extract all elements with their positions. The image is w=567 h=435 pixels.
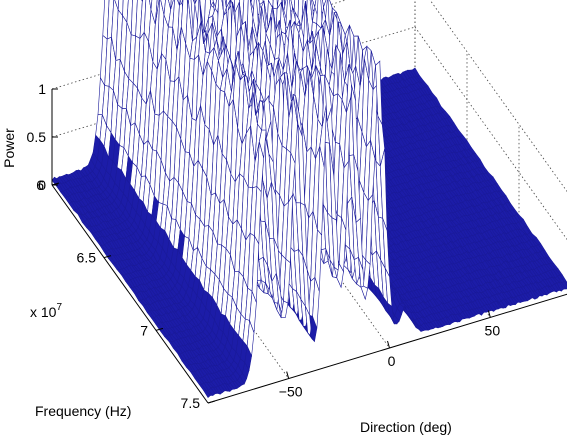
surface-facet (268, 0, 274, 10)
surface-facet (142, 0, 143, 2)
surface-facet (178, 0, 183, 7)
surface-facet (180, 0, 189, 44)
surface-facet (272, 0, 279, 10)
surface-facet (168, 0, 172, 10)
surface-facet (149, 0, 153, 10)
surface-facet (126, 0, 133, 35)
grid-line-z-side (414, 26, 567, 241)
surface-facet (114, 0, 120, 10)
surface-facet (199, 0, 206, 34)
power-surface (51, 0, 567, 399)
surface-facet (106, 0, 115, 40)
surface-facet (176, 0, 184, 51)
surface-facet (155, 0, 160, 25)
surface-facet (117, 0, 124, 17)
surface-facet (152, 0, 160, 71)
surface-facet (170, 0, 174, 10)
surface-facet (122, 0, 129, 24)
grid-line-z-side (429, 0, 567, 193)
